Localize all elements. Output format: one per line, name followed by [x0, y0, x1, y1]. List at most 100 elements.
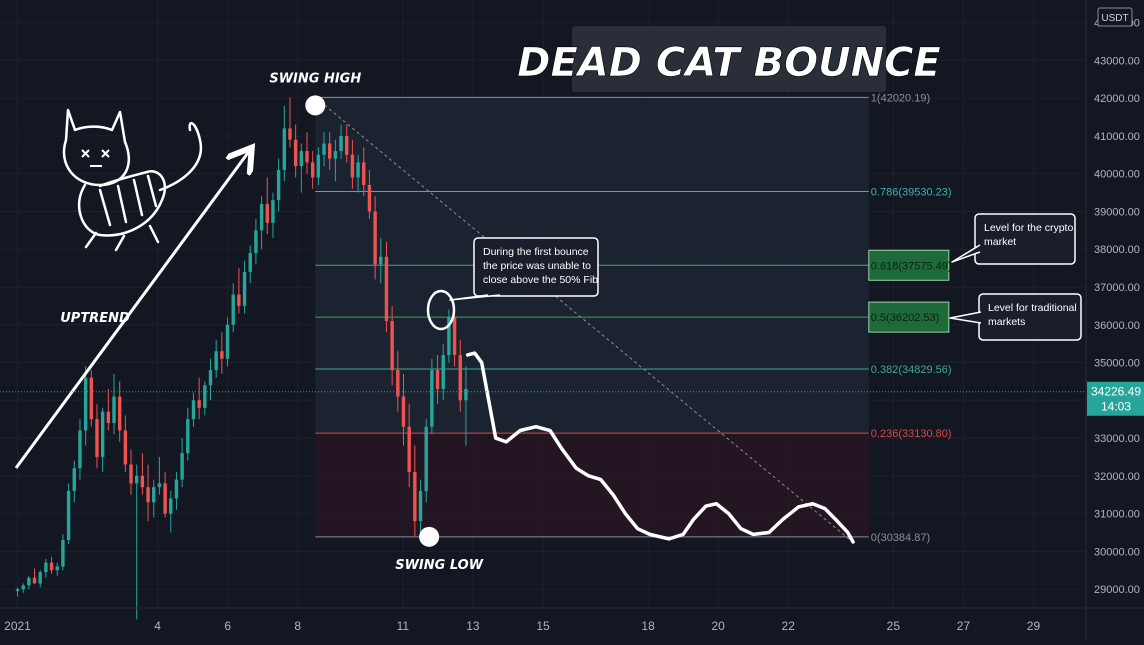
- candle-body: [322, 143, 326, 155]
- x-tick-label: 11: [397, 619, 410, 633]
- candle-body: [100, 411, 105, 457]
- candle-body: [339, 135, 343, 152]
- candle-body: [157, 483, 162, 488]
- candle-body: [435, 370, 440, 389]
- candle-body: [237, 294, 241, 306]
- candle-body: [61, 540, 65, 567]
- crypto-callout-text-line: market: [984, 236, 1016, 248]
- uptrend-arrow: [14, 150, 250, 469]
- candle-body: [220, 351, 224, 359]
- currency-badge: USDT: [1097, 7, 1133, 27]
- candle-body: [15, 589, 20, 592]
- uptrend-label: UPTREND: [60, 311, 130, 326]
- traditional-callout-text-line: Level for traditional: [988, 302, 1077, 314]
- candle-body: [112, 396, 116, 423]
- x-tick-label: 25: [887, 619, 901, 633]
- candle-body: [276, 169, 281, 201]
- x-tick-label: 27: [957, 619, 971, 633]
- x-tick-label: 18: [641, 619, 655, 633]
- candle-body: [66, 490, 71, 541]
- candle-body: [27, 577, 31, 586]
- x-tick-label: 2021: [4, 619, 31, 633]
- x-tick-label: 8: [294, 619, 301, 633]
- candle-body: [356, 162, 360, 178]
- candle-body: [350, 154, 355, 178]
- candle-body: [407, 426, 411, 473]
- candle-body: [293, 139, 298, 167]
- candle-body: [106, 411, 111, 423]
- y-tick-label: 40000.00: [1094, 169, 1140, 181]
- candle-body: [288, 128, 292, 140]
- traditional-callout-tail: [949, 311, 982, 324]
- candle-body: [32, 577, 37, 584]
- traditional-callout-text-line: markets: [988, 316, 1025, 328]
- candle-body: [38, 572, 42, 584]
- y-tick-label: 39000.00: [1094, 206, 1140, 218]
- chart-title: DEAD CAT BOUNCE: [517, 40, 940, 86]
- projection-path: [465, 351, 855, 544]
- fib-level-label: 0.382(34829.56): [871, 364, 952, 376]
- candle-body: [271, 200, 275, 223]
- candle-body: [362, 162, 366, 186]
- candle-body: [464, 388, 468, 401]
- candle-body: [152, 487, 156, 503]
- fib-zone-shade-lower: [315, 433, 869, 537]
- y-tick-label: 37000.00: [1094, 282, 1140, 294]
- fib-level-label: 0.618(37575.49): [871, 260, 952, 272]
- candle-body: [396, 370, 400, 397]
- candle-body: [373, 211, 377, 265]
- y-tick-label: 30000.00: [1094, 546, 1140, 558]
- title-box: DEAD CAT BOUNCE: [517, 26, 941, 92]
- candle-body: [208, 370, 213, 386]
- candle-body: [413, 472, 417, 522]
- candle-body: [44, 562, 48, 573]
- y-tick-label: 33000.00: [1094, 433, 1140, 445]
- candle-body: [367, 185, 372, 212]
- candle-body: [333, 151, 338, 159]
- swing-low-marker: [419, 526, 440, 547]
- x-tick-label: 13: [466, 619, 480, 633]
- candle-body: [140, 475, 145, 488]
- candle-body: [305, 151, 309, 163]
- candle-body: [390, 320, 394, 371]
- y-tick-label: 36000.00: [1094, 320, 1140, 332]
- candle-body: [345, 135, 349, 155]
- crypto-callout-box: [974, 213, 1076, 265]
- current-price-label: 34226.49: [1091, 385, 1141, 399]
- x-tick-label: 22: [782, 619, 796, 633]
- candle-body: [78, 430, 82, 469]
- swing-low-label: SWING LOW: [395, 558, 483, 573]
- y-tick-label: 35000.00: [1094, 358, 1140, 370]
- crypto-callout-tail: [951, 244, 981, 263]
- candle-body: [265, 203, 269, 223]
- y-tick-label: 42000.00: [1094, 93, 1140, 105]
- candle-body: [327, 143, 332, 159]
- candle-body: [21, 585, 25, 590]
- candle-body: [231, 294, 235, 325]
- y-tick-label: 43000.00: [1094, 55, 1140, 67]
- candle-body: [191, 400, 196, 420]
- candle-body: [254, 230, 258, 254]
- bounce-callout-box: [473, 237, 599, 297]
- fib-level-label: 0.236(33130.80): [871, 428, 952, 440]
- candle-body: [95, 419, 99, 457]
- current-price-badge: [1087, 381, 1144, 416]
- candle-body: [282, 128, 286, 170]
- candle-body: [316, 154, 321, 178]
- candle-body: [447, 317, 451, 355]
- x-tick-label: 15: [536, 619, 550, 633]
- candle-body: [430, 370, 434, 427]
- candle-body: [452, 317, 457, 355]
- y-tick-label: 29000.00: [1094, 584, 1140, 596]
- candle-body: [401, 396, 406, 427]
- bounce-callout-text-line: During the first bounce: [483, 246, 589, 258]
- candle-body: [225, 324, 230, 359]
- candle-body: [424, 426, 428, 491]
- candle-body: [418, 490, 423, 522]
- x-tick-label: 29: [1027, 619, 1041, 633]
- candle-body: [174, 479, 179, 499]
- candle-body: [197, 400, 201, 408]
- candle-body: [72, 468, 76, 491]
